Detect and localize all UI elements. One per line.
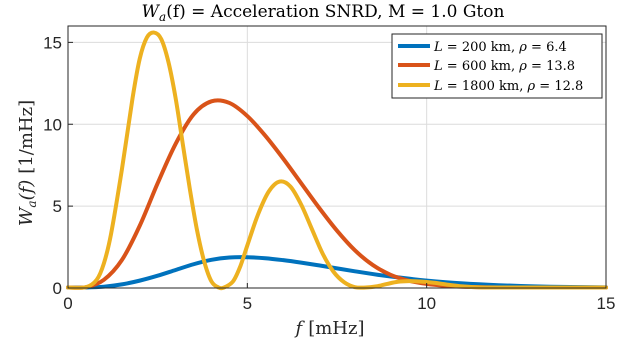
series-lines [66, 30, 608, 291]
legend-entry: L = 600 km, ρ = 13.8 [398, 59, 575, 74]
legend: L = 200 km, ρ = 6.4 L = 600 km, ρ = 13.8… [391, 33, 603, 99]
chart-title: Wa(f) = Acceleration SNRD, M = 1.0 Gton [142, 2, 505, 24]
legend-L-1: 600 [462, 59, 487, 74]
y-axis-label-var: W [16, 206, 37, 226]
legend-rho-2: 12.8 [554, 79, 583, 94]
y-tick-label: 5 [53, 197, 62, 216]
y-tick-label: 10 [43, 115, 62, 134]
x-axis-label-var: f [294, 318, 306, 339]
x-tick-label: 5 [243, 294, 252, 313]
legend-rho-0: 6.4 [546, 40, 567, 55]
legend-L-2: 1800 [462, 79, 495, 94]
chart-title-text: (f) = Acceleration SNRD, M = 1.0 Gton [166, 2, 504, 22]
axis-ticks: 0 5 10 15 0 5 10 15 [43, 33, 615, 313]
x-tick-label: 15 [597, 294, 616, 313]
legend-entry: L = 200 km, ρ = 6.4 [398, 40, 567, 55]
series-line-0 [66, 255, 608, 290]
y-axis-label-arg: (f) [16, 180, 37, 201]
plot-area-border [67, 25, 607, 289]
x-tick-label: 10 [417, 294, 436, 313]
legend-label-2: L = 1800 km, ρ = 12.8 [433, 79, 583, 94]
y-tick-label: 15 [43, 33, 62, 52]
x-tick-label: 0 [63, 294, 72, 313]
series-line-1 [66, 98, 608, 290]
chart-title-var: W [142, 2, 161, 22]
y-axis-label: Wa(f) [1/mHz] [16, 100, 39, 226]
legend-entry: L = 1800 km, ρ = 12.8 [398, 79, 583, 94]
legend-L-0: 200 [462, 40, 487, 55]
legend-rho-1: 13.8 [546, 59, 575, 74]
series-line-2 [66, 30, 608, 291]
y-axis-label-unit: [1/mHz] [16, 100, 37, 174]
legend-label-0: L = 200 km, ρ = 6.4 [433, 40, 567, 55]
chart-title-subscript: a [159, 10, 166, 24]
x-axis-label: f [mHz] [294, 318, 365, 339]
legend-label-1: L = 600 km, ρ = 13.8 [433, 59, 575, 74]
x-axis-label-unit: [mHz] [308, 318, 364, 339]
y-tick-label: 0 [53, 279, 62, 298]
y-axis-label-subscript: a [25, 200, 39, 207]
